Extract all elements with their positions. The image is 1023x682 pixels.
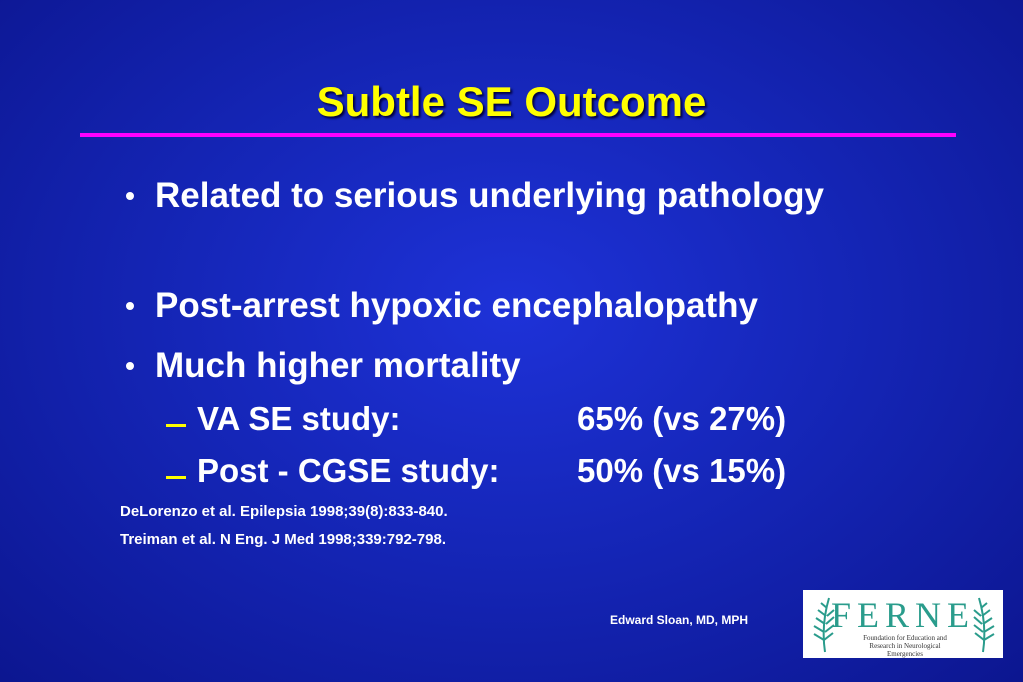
sub-bullet-dash xyxy=(166,424,186,427)
reference: Treiman et al. N Eng. J Med 1998;339:792… xyxy=(120,531,446,548)
title-rule xyxy=(80,133,956,137)
logo-letters: FERNE xyxy=(830,595,975,635)
bullet: Related to serious underlying pathology xyxy=(155,176,824,215)
sub-bullet-value: 50% (vs 15%) xyxy=(577,452,787,489)
sub-bullet-label: Post - CGSE study: xyxy=(197,452,500,489)
bullet-dot xyxy=(126,302,134,310)
bullet: Much higher mortality xyxy=(155,346,521,385)
slide-title: Subtle SE Outcome xyxy=(316,78,707,125)
logo: FERNE Foundation for Education and Resea… xyxy=(803,590,1003,658)
reference: DeLorenzo et al. Epilepsia 1998;39(8):83… xyxy=(120,503,448,520)
author: Edward Sloan, MD, MPH xyxy=(610,613,749,627)
sub-bullet-label: VA SE study: xyxy=(197,400,401,437)
fern-icons xyxy=(813,597,995,653)
bullet-dot xyxy=(126,362,134,370)
sub-bullet-dash xyxy=(166,476,186,479)
bullet: Post-arrest hypoxic encephalopathy xyxy=(155,286,758,325)
logo-caption: Foundation for Education and Research in… xyxy=(863,634,947,658)
sub-bullet-value: 65% (vs 27%) xyxy=(577,400,787,437)
bullet-dot xyxy=(126,192,134,200)
